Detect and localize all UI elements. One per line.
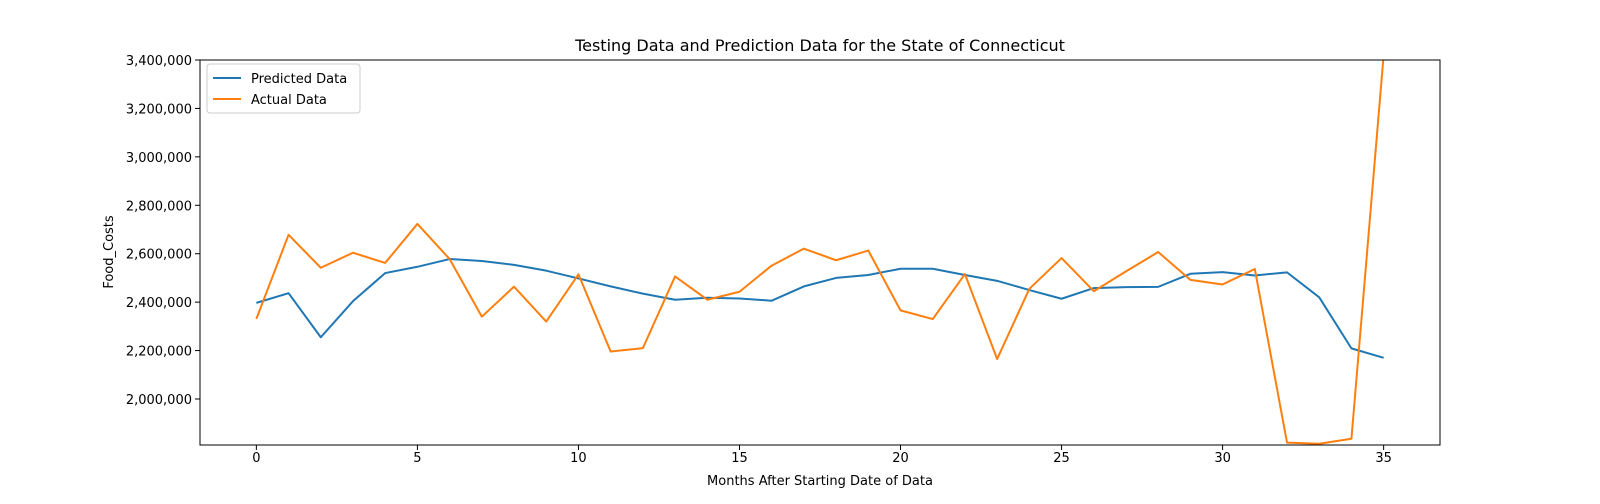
x-tick-label: 35 (1375, 451, 1392, 466)
legend-label-actual: Actual Data (251, 93, 327, 108)
legend: Predicted Data Actual Data (206, 63, 361, 114)
y-tick-label: 2,400,000 (126, 296, 192, 311)
x-tick-label: 20 (892, 451, 909, 466)
x-tick-label: 15 (731, 451, 748, 466)
y-tick-label: 3,200,000 (126, 102, 192, 117)
plot-frame (199, 59, 1441, 446)
y-tick-label: 2,600,000 (126, 248, 192, 263)
x-axis-label: Months After Starting Date of Data (707, 474, 933, 489)
y-axis: 2,000,000 2,200,000 2,400,000 2,600,000 2,80… (126, 54, 200, 408)
x-tick-label: 5 (413, 451, 421, 466)
legend-label-predicted: Predicted Data (251, 72, 347, 87)
x-tick-label: 30 (1214, 451, 1231, 466)
y-tick-label: 3,400,000 (126, 54, 192, 69)
y-tick-label: 2,800,000 (126, 199, 192, 214)
legend-box (206, 63, 361, 114)
y-axis-label: Food_Costs (102, 215, 117, 289)
x-tick-label: 0 (252, 451, 260, 466)
y-tick-label: 3,000,000 (126, 151, 192, 166)
y-tick-label: 2,200,000 (126, 345, 192, 360)
chart-title: Testing Data and Prediction Data for the… (574, 36, 1065, 55)
y-tick-label: 2,000,000 (126, 393, 192, 408)
x-tick-label: 10 (570, 451, 587, 466)
series-layer (255, 60, 1385, 445)
series-line-actual-data (255, 60, 1385, 445)
x-tick-label: 25 (1053, 451, 1070, 466)
x-axis: 0 5 10 15 20 25 30 35 (252, 445, 1392, 466)
series-line-predicted-data (256, 258, 1384, 359)
